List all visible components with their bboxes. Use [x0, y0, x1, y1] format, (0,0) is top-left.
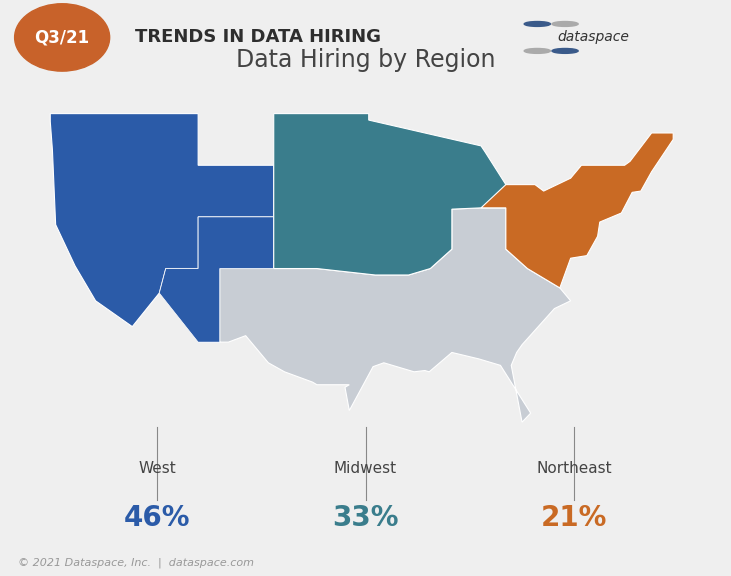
Text: Northeast: Northeast: [536, 461, 612, 476]
Text: Q3/21: Q3/21: [34, 28, 90, 47]
Text: 46%: 46%: [124, 504, 190, 532]
Ellipse shape: [552, 48, 578, 54]
Ellipse shape: [552, 21, 578, 26]
Ellipse shape: [15, 4, 110, 71]
Polygon shape: [481, 133, 673, 288]
Text: 33%: 33%: [333, 504, 398, 532]
Polygon shape: [273, 113, 506, 275]
Polygon shape: [50, 113, 273, 327]
Polygon shape: [198, 208, 571, 422]
Ellipse shape: [524, 21, 550, 26]
Text: dataspace: dataspace: [557, 31, 629, 44]
Text: TRENDS IN DATA HIRING: TRENDS IN DATA HIRING: [135, 28, 382, 47]
Polygon shape: [159, 217, 273, 342]
Text: 21%: 21%: [541, 504, 607, 532]
Text: West: West: [138, 461, 176, 476]
Ellipse shape: [524, 48, 550, 54]
Text: © 2021 Dataspace, Inc.  |  dataspace.com: © 2021 Dataspace, Inc. | dataspace.com: [18, 557, 254, 568]
Title: Data Hiring by Region: Data Hiring by Region: [236, 48, 495, 71]
Text: Midwest: Midwest: [334, 461, 397, 476]
